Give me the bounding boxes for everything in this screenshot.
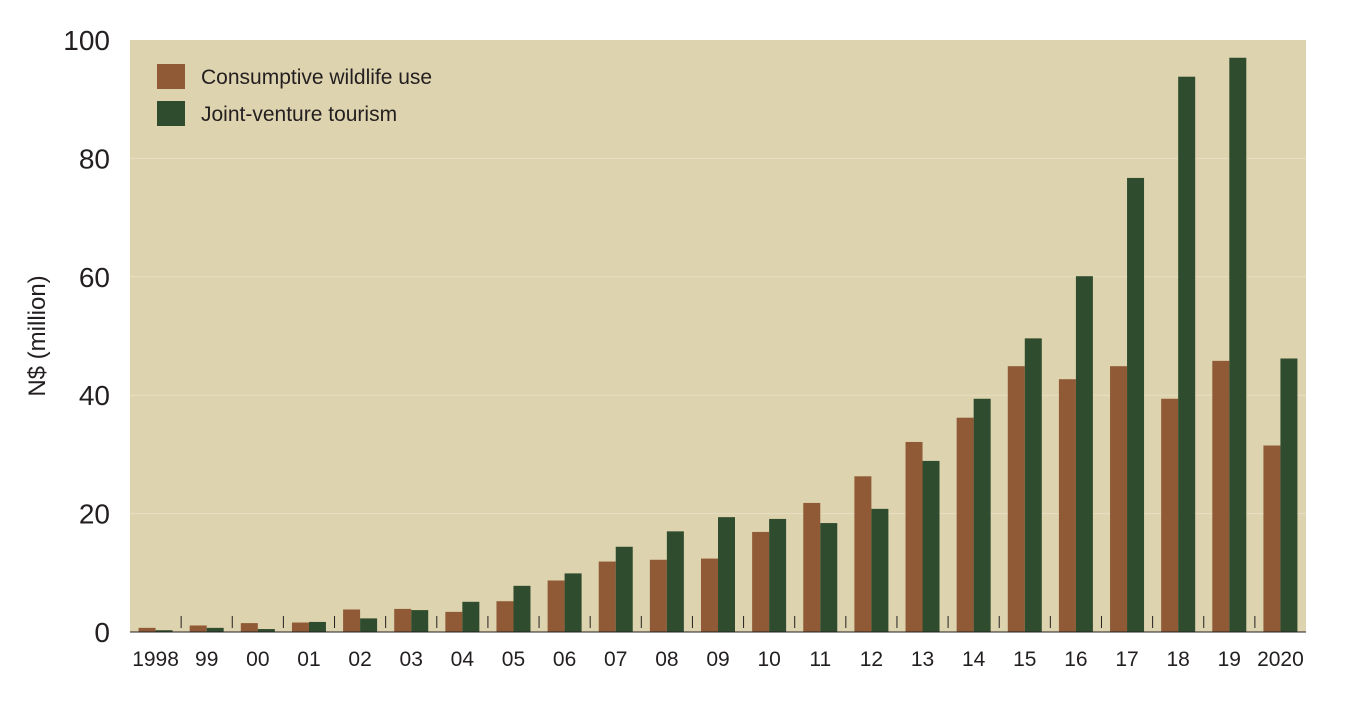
x-tick-label: 08 <box>655 648 678 671</box>
bar-consumptive <box>1161 398 1179 632</box>
bar-consumptive <box>291 622 309 632</box>
bars <box>138 57 1298 633</box>
bar-joint-venture <box>564 573 582 632</box>
x-tick-label: 2020 <box>1257 648 1304 671</box>
bar-joint-venture <box>513 585 531 632</box>
y-tick-label: 60 <box>79 262 110 293</box>
legend-swatch-joint-venture <box>157 101 185 126</box>
x-tick-label: 00 <box>246 648 269 671</box>
bar-consumptive <box>854 476 872 632</box>
bar-consumptive <box>701 558 718 632</box>
bar-consumptive <box>240 623 258 632</box>
y-tick-label: 100 <box>63 25 110 56</box>
x-tick-label: 05 <box>502 648 525 671</box>
bar-consumptive <box>496 601 514 632</box>
x-tick-label: 14 <box>962 648 986 671</box>
x-tick-label: 1998 <box>132 648 179 671</box>
bar-consumptive <box>1263 445 1281 632</box>
y-tick-label: 0 <box>94 617 110 648</box>
x-tick-label: 07 <box>604 648 627 671</box>
bar-joint-venture <box>1229 57 1247 632</box>
bar-joint-venture <box>820 523 838 632</box>
x-tick-label: 09 <box>706 648 729 671</box>
x-axis-tick-labels: 1998 99 00 01 02 03 04 05 06 07 08 09 10 11 12 13 14 15 16… <box>132 648 1304 671</box>
bar-consumptive <box>956 417 974 632</box>
legend: Consumptive wildlife use Joint-venture t… <box>157 64 432 126</box>
y-tick-label: 40 <box>79 380 110 411</box>
bar-joint-venture <box>360 618 378 632</box>
y-axis-title: N$ (million) <box>24 275 51 396</box>
bar-consumptive <box>189 625 207 632</box>
x-tick-label: 16 <box>1064 648 1087 671</box>
bar-consumptive <box>1110 366 1128 632</box>
gridlines <box>130 157 1306 515</box>
x-tick-label: 13 <box>911 648 934 671</box>
x-tick-label: 17 <box>1115 648 1138 671</box>
bar-joint-venture <box>922 460 940 632</box>
bar-consumptive <box>649 559 667 632</box>
bar-consumptive <box>1058 379 1076 632</box>
bar-consumptive <box>803 502 821 632</box>
bar-consumptive <box>547 580 565 632</box>
x-tick-label: 99 <box>195 648 218 671</box>
bar-joint-venture <box>411 610 429 632</box>
x-tick-label: 12 <box>860 648 883 671</box>
x-tick-label: 04 <box>451 648 475 671</box>
bar-consumptive <box>343 609 361 632</box>
bar-joint-venture <box>1280 358 1298 632</box>
x-axis-ticks <box>180 616 1256 628</box>
x-tick-label: 10 <box>757 648 780 671</box>
bar-consumptive <box>445 611 463 632</box>
x-tick-label: 18 <box>1166 648 1189 671</box>
bar-joint-venture <box>155 630 173 632</box>
bar-consumptive <box>598 561 616 632</box>
bar-consumptive <box>1212 360 1230 632</box>
bar-joint-venture <box>308 621 326 632</box>
bar-consumptive <box>752 531 770 632</box>
bar-consumptive <box>138 627 156 632</box>
bar-joint-venture <box>257 629 275 632</box>
bar-joint-venture <box>1178 76 1196 633</box>
bar-consumptive <box>905 441 923 632</box>
x-tick-label: 11 <box>809 648 831 671</box>
y-axis-tick-labels: 0 20 40 60 80 100 <box>63 25 110 648</box>
bar-joint-venture <box>1127 177 1145 632</box>
bar-consumptive <box>1007 366 1025 632</box>
bar-joint-venture <box>1024 338 1042 632</box>
bar-joint-venture <box>1075 276 1093 632</box>
bar-joint-venture <box>462 601 480 632</box>
x-tick-label: 01 <box>297 648 320 671</box>
x-tick-label: 03 <box>400 648 423 671</box>
x-tick-label: 06 <box>553 648 576 671</box>
bar-joint-venture <box>769 518 787 632</box>
legend-swatch-consumptive <box>157 64 185 89</box>
x-tick-label: 15 <box>1013 648 1036 671</box>
bar-joint-venture <box>718 517 735 632</box>
y-tick-label: 20 <box>79 499 110 530</box>
y-tick-label: 80 <box>79 143 110 174</box>
bar-joint-venture <box>206 627 224 632</box>
x-tick-label: 02 <box>348 648 371 671</box>
legend-label-joint-venture: Joint-venture tourism <box>201 103 397 126</box>
x-tick-label: 19 <box>1218 648 1241 671</box>
bar-consumptive <box>394 608 412 632</box>
bar-joint-venture <box>666 531 684 632</box>
bar-joint-venture <box>871 508 889 632</box>
bar-joint-venture <box>973 398 991 632</box>
bar-joint-venture <box>615 546 633 632</box>
legend-label-consumptive: Consumptive wildlife use <box>201 66 432 89</box>
